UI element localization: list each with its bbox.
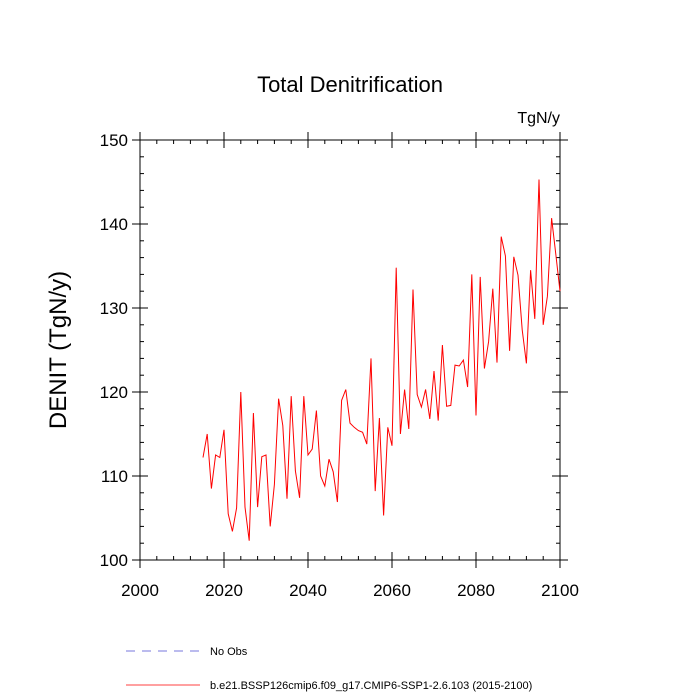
axis-ticks [132, 132, 568, 568]
x-tick-labels: 2000 2020 2040 2060 2080 2100 [121, 581, 579, 600]
x-tick-label: 2000 [121, 581, 159, 600]
series-line [202, 179, 561, 541]
y-tick-label: 120 [100, 383, 128, 402]
y-tick-label: 130 [100, 299, 128, 318]
legend-label-no-obs: No Obs [210, 646, 248, 658]
legend-label-model: b.e21.BSSP126cmip6.f09_g17.CMIP6-SSP1-2.… [210, 680, 532, 692]
x-tick-label: 2100 [541, 581, 579, 600]
y-axis-label: DENIT (TgN/y) [45, 271, 72, 429]
y-tick-label: 100 [100, 551, 128, 570]
x-tick-label: 2020 [205, 581, 243, 600]
x-tick-label: 2080 [457, 581, 495, 600]
chart-title: Total Denitrification [257, 72, 443, 97]
y-tick-label: 150 [100, 131, 128, 150]
x-tick-label: 2040 [289, 581, 327, 600]
plot-frame [139, 139, 561, 561]
series-group [202, 179, 561, 541]
x-tick-label: 2060 [373, 581, 411, 600]
y-tick-label: 140 [100, 215, 128, 234]
legend: No Obs b.e21.BSSP126cmip6.f09_g17.CMIP6-… [126, 646, 532, 692]
y-tick-labels: 100 110 120 130 140 150 [100, 131, 128, 570]
y-tick-label: 110 [101, 467, 128, 486]
units-label: TgN/y [517, 110, 560, 127]
